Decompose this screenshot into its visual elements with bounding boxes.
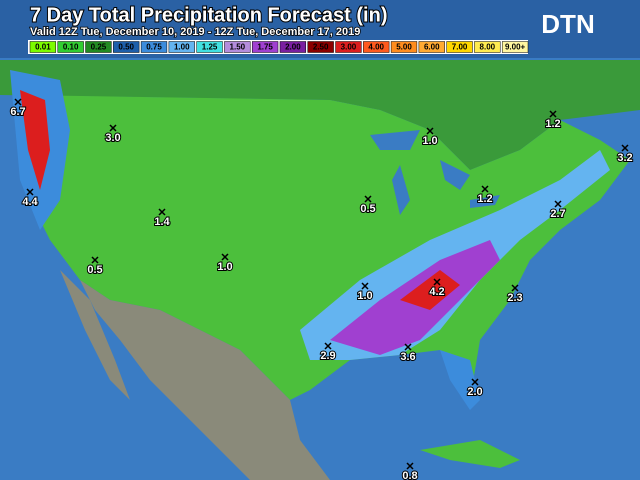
legend-label: 1.00 <box>174 43 190 52</box>
legend-label: 1.75 <box>257 43 273 52</box>
location-marker <box>549 110 557 118</box>
location-marker <box>364 195 372 203</box>
legend-swatch <box>363 41 390 53</box>
legend-swatch <box>390 41 418 53</box>
legend-label: 9.00+ <box>505 43 526 52</box>
legend-label: 1.50 <box>230 43 246 52</box>
location-marker <box>26 188 34 196</box>
location-marker <box>481 185 489 193</box>
legend-swatch <box>224 41 251 53</box>
usa <box>20 95 630 400</box>
location-marker <box>91 256 99 264</box>
precip-label: 1.2 <box>477 193 492 205</box>
legend-label: 1.25 <box>202 43 218 52</box>
precip-label: 3.6 <box>400 351 415 363</box>
location-marker <box>511 284 519 292</box>
precip-label: 0.5 <box>87 264 102 276</box>
location-marker <box>554 200 562 208</box>
precip-label: 1.4 <box>154 216 170 228</box>
legend-label: 0.50 <box>118 43 134 52</box>
legend-label: 6.00 <box>424 43 440 52</box>
cuba <box>420 440 520 468</box>
legend-swatch <box>335 41 362 53</box>
florida <box>440 350 480 410</box>
legend-swatch <box>251 41 279 53</box>
legend-label: 0.75 <box>146 43 162 52</box>
logo: DTN <box>541 9 594 39</box>
location-marker <box>158 208 166 216</box>
precip-label: 2.9 <box>320 350 335 362</box>
subtitle: Valid 12Z Tue, December 10, 2019 - 12Z T… <box>30 26 360 38</box>
pnw-max <box>20 90 50 190</box>
legend-swatch <box>446 41 473 53</box>
location-marker <box>221 253 229 261</box>
precip-label: 4.2 <box>429 286 444 298</box>
location-marker <box>406 462 414 470</box>
location-marker <box>324 342 332 350</box>
legend-label: 3.00 <box>341 43 357 52</box>
legend-label: 0.25 <box>91 43 107 52</box>
legend-swatch <box>279 41 307 53</box>
precip-label: 3.2 <box>617 152 632 164</box>
baja <box>60 270 130 400</box>
legend-label: 7.00 <box>452 43 468 52</box>
mexico <box>80 280 330 480</box>
precip-label: 0.8 <box>402 470 417 480</box>
location-marker <box>14 98 22 106</box>
precip-label: 6.7 <box>10 106 25 118</box>
location-marker <box>621 144 629 152</box>
great-lakes <box>370 130 500 215</box>
legend-swatch <box>307 41 334 53</box>
precip-label: 2.7 <box>550 208 565 220</box>
precip-label: 1.0 <box>422 135 437 147</box>
precip-label: 1.2 <box>545 118 560 130</box>
legend-swatch <box>501 41 529 53</box>
canada <box>0 60 640 170</box>
legend-label: 4.00 <box>368 43 384 52</box>
precip-label: 4.4 <box>22 196 38 208</box>
legend-label: 2.50 <box>313 43 329 52</box>
location-marker <box>404 343 412 351</box>
location-marker <box>471 378 479 386</box>
precip-label: 1.0 <box>357 290 372 302</box>
legend-swatch <box>29 41 57 53</box>
precip-label: 1.0 <box>217 261 232 273</box>
legend-label: 0.01 <box>35 43 51 52</box>
legend-label: 0.10 <box>63 43 79 52</box>
max-area <box>400 270 460 310</box>
legend: 0.01 0.10 0.25 0.50 0.75 1.00 1.25 1.50 1.75 2.00… <box>29 41 529 53</box>
legend-label: 8.00 <box>480 43 496 52</box>
legend-swatch <box>168 41 195 53</box>
precip-label: 2.3 <box>507 292 522 304</box>
legend-swatch <box>196 41 223 53</box>
map-labels: 6.7 3.0 4.4 1.4 0.5 1.0 1.0 1.2 3.2 1.2 0.5 2.7 4.2 1… <box>9 98 634 480</box>
location-marker <box>426 127 434 135</box>
title: 7 Day Total Precipitation Forecast (in) <box>30 4 387 26</box>
legend-label: 5.00 <box>396 43 412 52</box>
legend-swatch <box>418 41 445 53</box>
legend-swatch <box>57 41 84 53</box>
location-marker <box>361 282 369 290</box>
location-marker <box>109 124 117 132</box>
precip-label: 2.0 <box>467 386 482 398</box>
legend-swatch <box>113 41 140 53</box>
legend-swatch <box>140 41 168 53</box>
legend-label: 2.00 <box>285 43 301 52</box>
location-marker <box>433 278 441 286</box>
legend-swatch <box>474 41 501 53</box>
legend-swatch <box>85 41 112 53</box>
precip-label: 0.5 <box>360 203 375 215</box>
precip-label: 3.0 <box>105 132 120 144</box>
